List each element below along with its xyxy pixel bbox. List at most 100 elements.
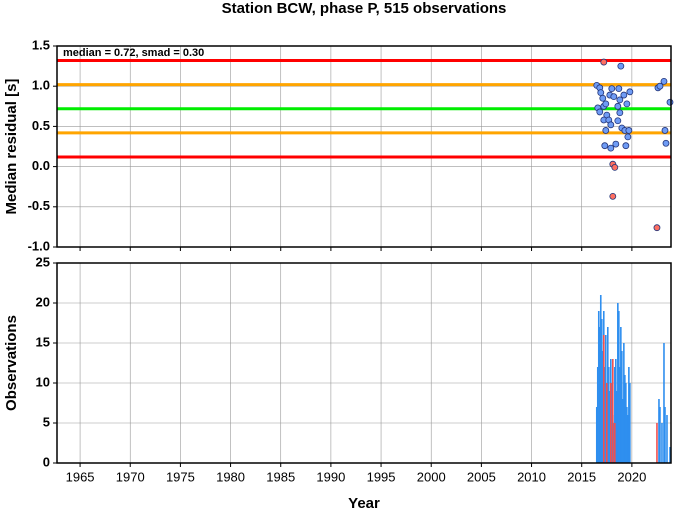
bar bbox=[627, 415, 629, 463]
point bbox=[624, 133, 632, 141]
x-tick-label: 1990 bbox=[316, 469, 345, 484]
bar bbox=[603, 367, 606, 463]
point bbox=[607, 144, 615, 152]
y-tick-label: -0.5 bbox=[28, 198, 50, 213]
point bbox=[616, 96, 624, 104]
bar bbox=[614, 367, 616, 463]
y-tick-label: 1.0 bbox=[32, 78, 50, 93]
bar bbox=[629, 383, 631, 463]
bar bbox=[597, 311, 600, 463]
x-tick-label: 1995 bbox=[367, 469, 396, 484]
x-tick-label: 2000 bbox=[417, 469, 446, 484]
plot-frame bbox=[56, 45, 672, 248]
bar bbox=[659, 407, 661, 463]
annotation: median = 0.72, smad = 0.30 bbox=[63, 47, 204, 59]
point bbox=[601, 142, 609, 150]
y-tick-label: 25 bbox=[36, 254, 50, 269]
point bbox=[625, 127, 633, 134]
x-tick-label: 1985 bbox=[266, 469, 295, 484]
y-axis-label: Observations bbox=[3, 315, 20, 411]
point bbox=[610, 93, 618, 101]
bar bbox=[610, 383, 612, 463]
y-tick-label: 0 bbox=[43, 454, 50, 469]
bar bbox=[618, 311, 620, 463]
x-tick-label: 1975 bbox=[166, 469, 195, 484]
point bbox=[620, 91, 628, 99]
bar bbox=[628, 367, 630, 463]
point bbox=[660, 77, 668, 85]
bar bbox=[599, 295, 602, 463]
x-tick-label: 2010 bbox=[517, 469, 546, 484]
y-tick-label: 1.5 bbox=[32, 37, 50, 52]
y-tick-label: 15 bbox=[36, 334, 50, 349]
x-tick-label: 1965 bbox=[66, 469, 95, 484]
x-axis-label: Year bbox=[348, 495, 380, 511]
chart-title: Station BCW, phase P, 515 observations bbox=[222, 0, 507, 17]
bar bbox=[598, 327, 601, 463]
point bbox=[623, 100, 631, 108]
bar bbox=[620, 327, 622, 463]
x-tick-label: 1980 bbox=[216, 469, 245, 484]
point bbox=[622, 142, 630, 150]
bar bbox=[607, 367, 610, 463]
bar bbox=[663, 343, 665, 463]
bar bbox=[623, 343, 625, 463]
bar bbox=[656, 423, 658, 463]
y-tick-label: -1.0 bbox=[28, 238, 50, 253]
point bbox=[596, 108, 604, 116]
point bbox=[607, 121, 615, 129]
plot-area bbox=[57, 46, 671, 247]
y-tick-label: 0.5 bbox=[32, 118, 50, 133]
point bbox=[611, 164, 619, 171]
point bbox=[662, 139, 670, 147]
bar bbox=[606, 327, 609, 463]
y-tick-label: 20 bbox=[36, 294, 50, 309]
point bbox=[609, 192, 617, 200]
bar bbox=[614, 423, 616, 463]
bar bbox=[624, 375, 626, 463]
x-tick-label: 2005 bbox=[467, 469, 496, 484]
x-tick-label: 1970 bbox=[116, 469, 145, 484]
x-tick-label: 2015 bbox=[567, 469, 596, 484]
point bbox=[602, 127, 610, 134]
bar bbox=[609, 391, 611, 463]
point bbox=[597, 89, 605, 97]
y-tick-label: 5 bbox=[43, 414, 50, 429]
bar bbox=[617, 303, 619, 463]
bar bbox=[604, 335, 607, 463]
bar bbox=[602, 335, 605, 463]
bar bbox=[658, 399, 660, 463]
point bbox=[614, 102, 622, 110]
bar bbox=[669, 447, 671, 463]
bar bbox=[626, 407, 628, 463]
point bbox=[617, 62, 625, 70]
bar bbox=[605, 383, 608, 463]
bar bbox=[615, 359, 617, 463]
point bbox=[653, 224, 661, 232]
point bbox=[608, 85, 616, 93]
bar bbox=[666, 415, 668, 463]
point bbox=[661, 127, 669, 134]
bar bbox=[619, 367, 621, 463]
point bbox=[626, 88, 634, 96]
point bbox=[600, 58, 608, 66]
point bbox=[615, 85, 623, 93]
bar bbox=[621, 351, 623, 463]
point bbox=[612, 140, 620, 148]
point bbox=[602, 100, 610, 108]
bar bbox=[661, 423, 663, 463]
point bbox=[656, 82, 664, 90]
bar bbox=[611, 383, 613, 463]
bar bbox=[616, 391, 618, 463]
point bbox=[614, 117, 622, 125]
y-tick-label: 10 bbox=[36, 374, 50, 389]
bar bbox=[600, 319, 603, 463]
point bbox=[616, 109, 624, 117]
bar bbox=[601, 351, 604, 463]
plot-area bbox=[57, 263, 671, 463]
bar bbox=[595, 407, 598, 463]
bar bbox=[613, 423, 615, 463]
y-tick-label: 0.0 bbox=[32, 158, 50, 173]
